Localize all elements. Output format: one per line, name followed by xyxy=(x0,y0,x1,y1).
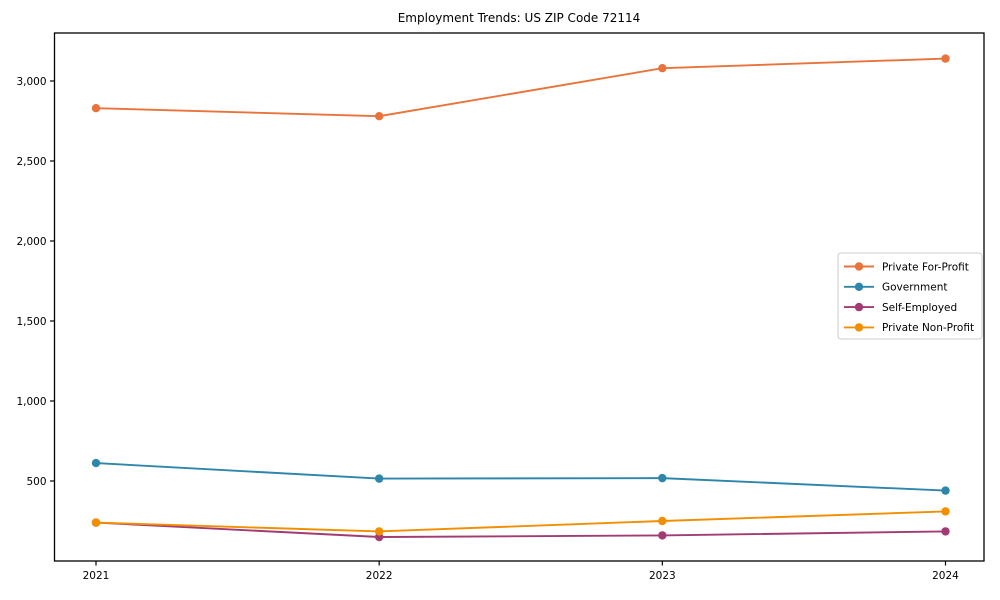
y-axis-tick-label: 3,000 xyxy=(16,76,46,88)
plot-border xyxy=(53,32,985,562)
legend-label-private-non-profit: Private Non-Profit xyxy=(882,322,974,334)
x-axis-tick-label: 2022 xyxy=(366,570,393,582)
legend-marker-private-for-profit xyxy=(854,262,864,271)
y-axis-tick-label: 1,000 xyxy=(16,396,46,408)
data-point-government-2023 xyxy=(658,473,667,483)
y-axis-tick-label: 2,000 xyxy=(16,236,46,248)
data-point-self-employed-2024 xyxy=(941,527,950,536)
plot-area: 500 1,000 1,500 2,000 2,500 3,000 2021 2022 2023… xyxy=(16,32,985,582)
legend-marker-self-employed xyxy=(854,302,864,312)
series-line-self-employed xyxy=(95,521,947,538)
legend-label-government: Government xyxy=(882,282,947,294)
series-line-private-non-profit xyxy=(95,510,947,533)
data-point-private-non-profit-2024 xyxy=(941,507,950,516)
data-point-government-2021 xyxy=(91,458,101,468)
data-point-private-non-profit-2022 xyxy=(374,527,384,536)
data-point-self-employed-2023 xyxy=(658,531,667,540)
series-line-government xyxy=(95,462,947,492)
data-point-private-for-profit-2024 xyxy=(941,54,950,63)
x-axis-tick-label: 2021 xyxy=(83,570,110,582)
y-axis-tick-label: 500 xyxy=(26,476,46,488)
data-point-private-non-profit-2021 xyxy=(91,518,101,527)
data-point-private-for-profit-2023 xyxy=(658,63,667,73)
legend-label-self-employed: Self-Employed xyxy=(882,302,957,314)
legend-marker-private-non-profit xyxy=(854,323,864,332)
chart-title: Employment Trends: US ZIP Code 72114 xyxy=(398,11,641,25)
legend-label-private-for-profit: Private For-Profit xyxy=(882,261,969,273)
legend-marker-government xyxy=(854,282,864,291)
series-line-private-for-profit xyxy=(95,57,947,118)
x-axis-tick-label: 2023 xyxy=(649,570,676,582)
legend-box xyxy=(837,252,983,340)
y-axis-tick-label: 2,500 xyxy=(16,156,46,168)
data-point-private-for-profit-2022 xyxy=(374,112,384,121)
data-point-private-for-profit-2021 xyxy=(91,104,101,113)
data-point-government-2022 xyxy=(374,474,384,483)
data-point-government-2024 xyxy=(941,486,950,495)
data-point-private-non-profit-2023 xyxy=(658,516,667,526)
y-axis-tick-label: 1,500 xyxy=(16,316,46,328)
x-axis-tick-label: 2024 xyxy=(932,570,959,582)
